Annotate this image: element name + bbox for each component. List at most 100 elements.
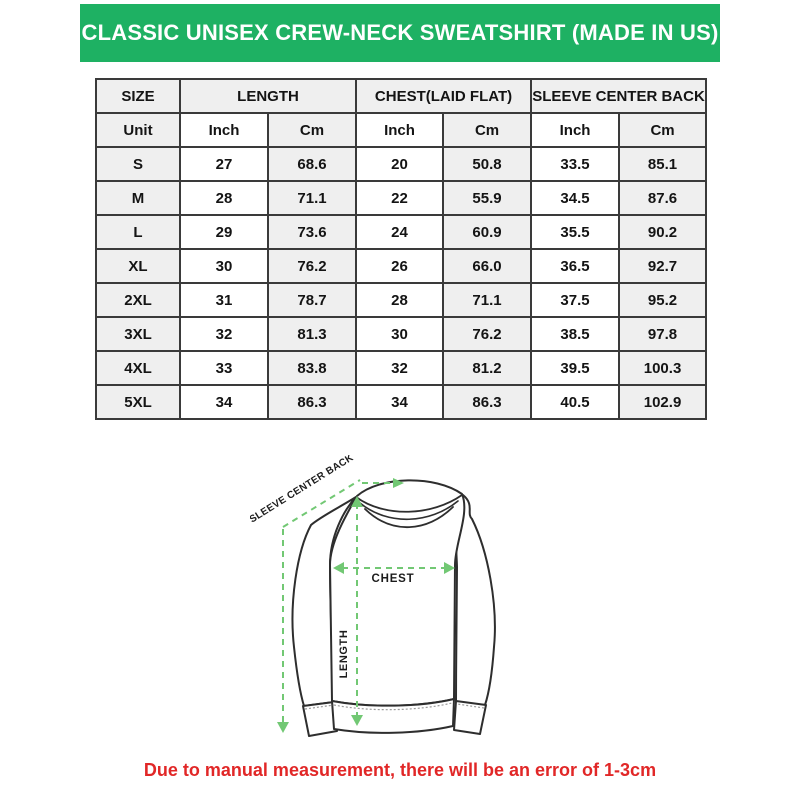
table-row: L 29 73.6 24 60.9 35.5 90.2 xyxy=(95,214,708,250)
size-cell: 4XL xyxy=(95,350,181,386)
header-sleeve: SLEEVE CENTER BACK xyxy=(530,78,708,114)
measurement-cell: 34 xyxy=(179,384,269,420)
size-cell: L xyxy=(95,214,181,250)
unit-cm: Cm xyxy=(442,112,533,148)
measurement-cell: 81.2 xyxy=(442,350,533,386)
measurement-cell: 55.9 xyxy=(442,180,533,216)
size-cell: M xyxy=(95,180,181,216)
measurement-cell: 26 xyxy=(355,248,445,284)
measurement-cell: 33.5 xyxy=(530,146,621,182)
table-row: 3XL 32 81.3 30 76.2 38.5 97.8 xyxy=(95,316,708,352)
measurement-cell: 33 xyxy=(179,350,269,386)
measurement-cell: 22 xyxy=(355,180,445,216)
measurement-cell: 50.8 xyxy=(442,146,533,182)
measurement-cell: 73.6 xyxy=(266,214,358,250)
table-row: 2XL 31 78.7 28 71.1 37.5 95.2 xyxy=(95,282,708,318)
measurement-cell: 40.5 xyxy=(530,384,621,420)
header-length: LENGTH xyxy=(178,78,358,114)
hem-stitch xyxy=(333,702,453,711)
sweatshirt-diagram: SLEEVE CENTER BACK CHEST LENGTH xyxy=(250,455,496,737)
measurement-cell: 35.5 xyxy=(530,214,621,250)
size-cell: 3XL xyxy=(95,316,181,352)
header-chest: CHEST(LAID FLAT) xyxy=(355,78,533,114)
chest-label: CHEST xyxy=(372,573,415,585)
measurement-cell: 68.6 xyxy=(266,146,358,182)
measurement-cell: 60.9 xyxy=(442,214,533,250)
unit-cm: Cm xyxy=(618,112,708,148)
measurement-disclaimer: Due to manual measurement, there will be… xyxy=(143,760,657,780)
size-chart-container: SIZE LENGTH CHEST(LAID FLAT) SLEEVE CENT… xyxy=(95,78,708,420)
measurement-cell: 71.1 xyxy=(442,282,533,318)
measurement-cell: 81.3 xyxy=(266,316,358,352)
unit-label: Unit xyxy=(95,112,181,148)
measurement-cell: 27 xyxy=(179,146,269,182)
measurement-cell: 24 xyxy=(355,214,445,250)
measurement-cell: 20 xyxy=(355,146,445,182)
measurement-cell: 87.6 xyxy=(618,180,708,216)
measurement-cell: 78.7 xyxy=(266,282,358,318)
measurement-cell: 66.0 xyxy=(442,248,533,284)
measurement-cell: 97.8 xyxy=(618,316,708,352)
table-row: XL 30 76.2 26 66.0 36.5 92.7 xyxy=(95,248,708,284)
arrowhead-up xyxy=(351,496,363,507)
measurement-cell: 31 xyxy=(179,282,269,318)
arrowhead-right xyxy=(393,478,404,488)
measurement-cell: 100.3 xyxy=(618,350,708,386)
collar xyxy=(355,494,463,513)
measurement-cell: 34 xyxy=(355,384,445,420)
right-cuff xyxy=(453,700,487,735)
table-head: SIZE LENGTH CHEST(LAID FLAT) SLEEVE CENT… xyxy=(95,78,708,148)
arrowhead-down xyxy=(277,722,289,733)
arrowhead-right xyxy=(444,562,455,574)
measurement-cell: 76.2 xyxy=(442,316,533,352)
measurement-cell: 30 xyxy=(355,316,445,352)
header-size: SIZE xyxy=(95,78,181,114)
size-chart-body: S 27 68.6 20 50.8 33.5 85.1 M 28 71.1 22 55.9 34.5 87… xyxy=(95,146,708,420)
measurement-cell: 92.7 xyxy=(618,248,708,284)
measurement-cell: 90.2 xyxy=(618,214,708,250)
header-banner: CLASSIC UNISEX CREW-NECK SWEATSHIRT (MAD… xyxy=(80,4,720,62)
measurement-cell: 38.5 xyxy=(530,316,621,352)
measurement-cell: 32 xyxy=(179,316,269,352)
size-cell: 2XL xyxy=(95,282,181,318)
size-cell: 5XL xyxy=(95,384,181,420)
right-cuff-stitch xyxy=(456,703,485,709)
size-cell: S xyxy=(95,146,181,182)
table-row: 4XL 33 83.8 32 81.2 39.5 100.3 xyxy=(95,350,708,386)
size-cell: XL xyxy=(95,248,181,284)
sleeve-measure-diagonal-line xyxy=(282,479,361,528)
unit-inch: Inch xyxy=(179,112,269,148)
collar xyxy=(359,500,459,521)
size-chart-table: SIZE LENGTH CHEST(LAID FLAT) SLEEVE CENT… xyxy=(95,78,708,420)
page-title: CLASSIC UNISEX CREW-NECK SWEATSHIRT (MAD… xyxy=(81,20,719,45)
measurement-cell: 28 xyxy=(179,180,269,216)
measurement-cell: 30 xyxy=(179,248,269,284)
table-row: S 27 68.6 20 50.8 33.5 85.1 xyxy=(95,146,708,182)
arrowhead-left xyxy=(333,562,344,574)
measurement-cell: 36.5 xyxy=(530,248,621,284)
measurement-cell: 71.1 xyxy=(266,180,358,216)
measurement-cell: 86.3 xyxy=(442,384,533,420)
table-row: 5XL 34 86.3 34 86.3 40.5 102.9 xyxy=(95,384,708,420)
unit-cm: Cm xyxy=(266,112,358,148)
measurement-cell: 95.2 xyxy=(618,282,708,318)
measurement-cell: 76.2 xyxy=(266,248,358,284)
measurement-cell: 86.3 xyxy=(266,384,358,420)
collar xyxy=(364,506,454,529)
left-cuff xyxy=(302,701,338,737)
measurement-cell: 32 xyxy=(355,350,445,386)
measurement-cell: 85.1 xyxy=(618,146,708,182)
unit-inch: Inch xyxy=(355,112,445,148)
group-header-row: SIZE LENGTH CHEST(LAID FLAT) SLEEVE CENT… xyxy=(95,78,708,114)
measurement-cell: 29 xyxy=(179,214,269,250)
length-label: LENGTH xyxy=(338,630,350,679)
unit-inch: Inch xyxy=(530,112,621,148)
measurement-cell: 102.9 xyxy=(618,384,708,420)
unit-header-row: Unit Inch Cm Inch Cm Inch Cm xyxy=(95,112,708,148)
measurement-cell: 28 xyxy=(355,282,445,318)
right-sleeve xyxy=(454,494,496,706)
table-row: M 28 71.1 22 55.9 34.5 87.6 xyxy=(95,180,708,216)
measurement-cell: 39.5 xyxy=(530,350,621,386)
arrowhead-down xyxy=(351,715,363,726)
